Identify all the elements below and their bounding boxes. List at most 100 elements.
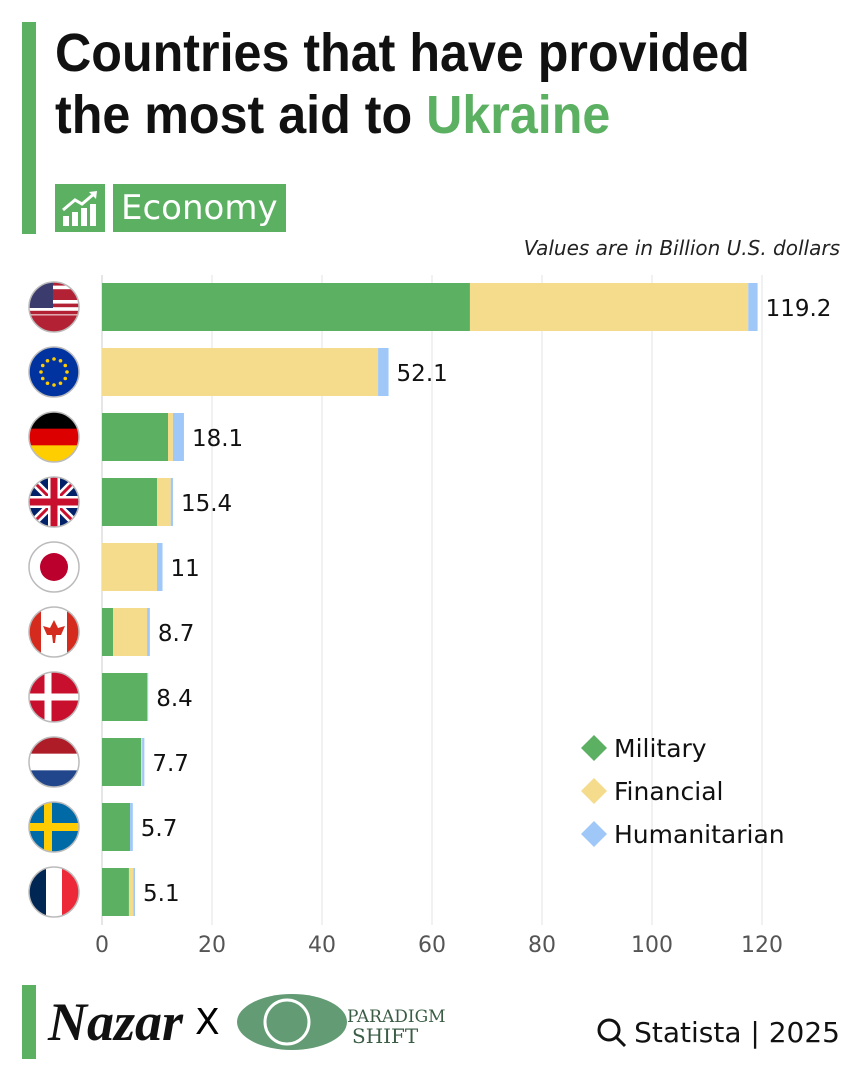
- legend-marker-humanitarian: [581, 821, 607, 847]
- data-label: 7.7: [152, 751, 189, 777]
- bar-financial: [141, 738, 143, 786]
- flag-dk-icon: [28, 671, 80, 723]
- bar-military: [102, 673, 148, 721]
- stripe: [29, 318, 79, 322]
- bar-humanitarian: [133, 868, 135, 916]
- nazar-logo: Nazar: [48, 992, 184, 1052]
- star: [63, 363, 68, 368]
- stripe: [29, 802, 79, 820]
- bar-humanitarian: [130, 803, 133, 851]
- bar-financial: [157, 478, 171, 526]
- stripe: [29, 380, 79, 397]
- footer-brands: Nazar X PARADIGM SHIFT: [48, 985, 447, 1059]
- star: [45, 381, 50, 386]
- data-label: 15.4: [181, 491, 232, 517]
- star: [45, 358, 50, 363]
- bar-humanitarian: [172, 413, 184, 461]
- flag-fill: [29, 542, 79, 592]
- legend-marker-military: [581, 735, 607, 761]
- stripe: [29, 445, 79, 462]
- units-note: Values are in Billion U.S. dollars: [523, 236, 840, 260]
- flag-fr-icon: [28, 866, 80, 918]
- stripe: [29, 289, 79, 293]
- flag-nl-icon: [28, 736, 80, 788]
- category-label: Economy: [113, 184, 286, 232]
- stripe: [29, 672, 79, 690]
- band: [67, 607, 79, 657]
- data-label: 8.4: [156, 686, 193, 712]
- flag-fill: [29, 477, 79, 527]
- flag-border: [28, 736, 80, 788]
- flag-eu-icon: [28, 346, 80, 398]
- stripe: [29, 770, 79, 787]
- legend-marker-financial: [581, 778, 607, 804]
- cross: [29, 802, 79, 852]
- data-label: 119.2: [766, 296, 832, 322]
- source-text: Statista | 2025: [634, 1016, 840, 1049]
- flag-fill: [29, 737, 79, 787]
- data-label: 52.1: [397, 361, 448, 387]
- stripe: [29, 575, 79, 592]
- stripe: [29, 412, 79, 430]
- stripe: [29, 607, 79, 625]
- stripe: [29, 705, 79, 722]
- x-tick-label: 120: [741, 933, 783, 958]
- title-line1: Countries that have provided: [55, 23, 750, 83]
- stripe: [46, 867, 63, 917]
- flag-border: [28, 801, 80, 853]
- x-tick-label: 20: [198, 933, 226, 958]
- stripe: [62, 867, 79, 917]
- maple-leaf: [43, 620, 65, 643]
- data-label: 11: [171, 556, 200, 582]
- stripe: [29, 753, 79, 772]
- stripe: [29, 303, 79, 308]
- legend-label: Humanitarian: [614, 820, 785, 849]
- bar-humanitarian: [147, 608, 150, 656]
- sun: [40, 553, 68, 581]
- stripe: [29, 867, 46, 917]
- data-label: 5.1: [143, 881, 180, 907]
- star: [40, 363, 45, 368]
- footer-accent: [22, 985, 36, 1059]
- flag-border: [28, 411, 80, 463]
- stripe: [29, 542, 79, 560]
- bar-chart: 0 20 40 60 80 100 120 119.2 52.1 18.1 15.4 11 8.7 8.4…: [28, 275, 832, 958]
- flag-border: [28, 476, 80, 528]
- bar-military: [102, 738, 142, 786]
- band: [29, 607, 41, 657]
- bar-financial: [469, 283, 749, 331]
- search-icon: [597, 1018, 627, 1047]
- flag-fill: [29, 282, 79, 332]
- legend-label: Military: [614, 734, 707, 763]
- flag-border: [28, 281, 80, 333]
- flag-fill: [29, 867, 79, 917]
- stripe: [29, 325, 79, 329]
- x-tick-label: 60: [418, 933, 446, 958]
- page-title: Countries that have provided the most ai…: [55, 22, 750, 146]
- bar-military: [102, 478, 157, 526]
- star: [39, 370, 43, 374]
- svg-text:PARADIGM: PARADIGM: [347, 1007, 446, 1027]
- stripe: [29, 285, 79, 290]
- collab-separator: X: [195, 1001, 220, 1043]
- bar-military: [102, 283, 470, 331]
- data-label: 18.1: [192, 426, 243, 452]
- star: [63, 376, 68, 381]
- cross: [29, 672, 79, 722]
- data-label: 8.7: [158, 621, 195, 647]
- svg-text:SHIFT: SHIFT: [352, 1024, 419, 1048]
- flag-border: [28, 866, 80, 918]
- flag-fill: [29, 802, 79, 852]
- bar-humanitarian: [157, 543, 163, 591]
- flag-fill: [29, 347, 79, 397]
- star: [58, 381, 63, 386]
- legend-label: Financial: [614, 777, 723, 806]
- bar-military: [102, 868, 129, 916]
- flag-border: [28, 346, 80, 398]
- source: Statista | 2025: [596, 1016, 840, 1049]
- title-line2: the most aid to: [55, 85, 427, 145]
- x-tick-label: 80: [528, 933, 556, 958]
- flag-fill: [29, 607, 79, 657]
- bar-financial: [168, 413, 173, 461]
